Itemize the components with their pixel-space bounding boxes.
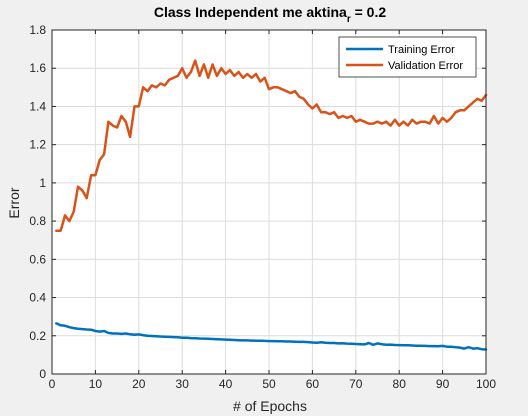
chart-title-subscript: r bbox=[347, 14, 351, 25]
x-tick-label: 90 bbox=[436, 377, 450, 391]
y-tick-label: 1 bbox=[39, 176, 46, 190]
y-tick-label: 0.2 bbox=[29, 329, 46, 343]
x-axis: 0 10 20 30 40 50 60 70 80 90 100 bbox=[49, 30, 496, 391]
y-tick-label: 0.8 bbox=[29, 214, 46, 228]
y-tick-label: 1.8 bbox=[29, 23, 46, 37]
x-tick-label: 80 bbox=[393, 377, 407, 391]
y-tick-label: 0.4 bbox=[29, 291, 46, 305]
y-tick-label: 1.4 bbox=[29, 99, 46, 113]
y-tick-label: 1.2 bbox=[29, 138, 46, 152]
x-tick-label: 40 bbox=[219, 377, 233, 391]
x-tick-label: 20 bbox=[132, 377, 146, 391]
legend-label-1: Training Error bbox=[388, 44, 455, 56]
x-tick-label: 0 bbox=[49, 377, 56, 391]
x-tick-label: 70 bbox=[349, 377, 363, 391]
chart-title-tail: = 0.2 bbox=[351, 4, 387, 20]
series-line-1 bbox=[55, 322, 488, 351]
legend: Training Error Validation Error bbox=[338, 36, 477, 78]
x-tick-label: 10 bbox=[89, 377, 103, 391]
y-tick-label: 1.6 bbox=[29, 61, 46, 75]
chart-title: Class Independent me aktinar = 0.2 bbox=[154, 4, 386, 25]
x-axis-label: # of Epochs bbox=[233, 398, 307, 414]
x-tick-label: 60 bbox=[306, 377, 320, 391]
y-axis: 0 0.2 0.4 0.6 0.8 1 1.2 1.4 1.6 1.8 bbox=[29, 23, 486, 381]
x-tick-label: 30 bbox=[176, 377, 190, 391]
x-tick-label: 100 bbox=[476, 377, 496, 391]
y-axis-label: Error bbox=[6, 187, 22, 218]
y-tick-label: 0.6 bbox=[29, 252, 46, 266]
legend-box bbox=[338, 36, 477, 78]
series-line-2 bbox=[55, 59, 488, 232]
y-tick-label: 0 bbox=[39, 367, 46, 381]
chart-title-main: Class Independent me aktina bbox=[154, 4, 347, 20]
x-tick-label: 50 bbox=[262, 377, 276, 391]
series-layer bbox=[55, 59, 488, 351]
legend-label-2: Validation Error bbox=[388, 60, 463, 72]
